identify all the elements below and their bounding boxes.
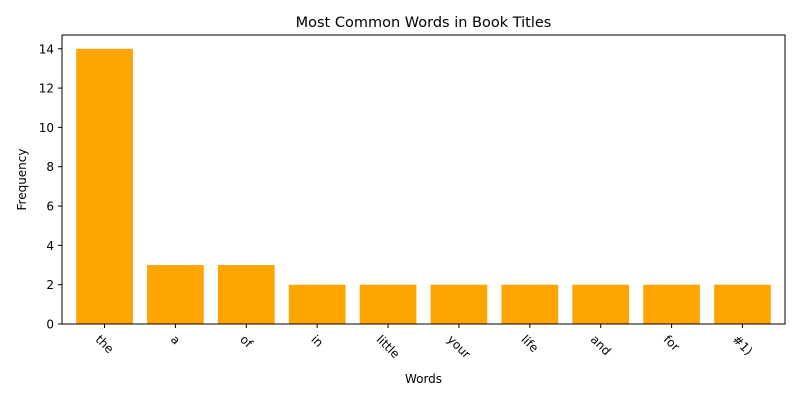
y-tick-label: 14 bbox=[39, 42, 54, 56]
chart-title: Most Common Words in Book Titles bbox=[296, 15, 552, 31]
y-tick-label: 12 bbox=[39, 82, 54, 96]
bars-group bbox=[76, 48, 771, 325]
x-axis-title: Words bbox=[405, 372, 442, 386]
bar-1 bbox=[147, 265, 204, 324]
y-tick-label: 2 bbox=[46, 278, 54, 292]
bar-0 bbox=[76, 48, 133, 325]
bar-5 bbox=[430, 284, 488, 324]
plot-frame bbox=[61, 34, 786, 325]
y-tick-label: 10 bbox=[39, 121, 54, 135]
bar-3 bbox=[288, 284, 346, 324]
y-tick-label: 8 bbox=[46, 160, 54, 174]
y-tick-label: 6 bbox=[46, 200, 54, 214]
bar-4 bbox=[359, 284, 417, 324]
bar-6 bbox=[501, 284, 559, 324]
y-tick-label: 0 bbox=[46, 318, 54, 332]
y-tick-label: 4 bbox=[46, 239, 54, 253]
y-axis-ticks: 0 2 4 6 8 10 12 14 bbox=[39, 42, 62, 332]
bar-9 bbox=[714, 284, 771, 324]
bar-2 bbox=[217, 265, 275, 324]
bar-7 bbox=[572, 284, 630, 324]
bar-8 bbox=[643, 284, 700, 324]
y-axis-title: Frequency bbox=[15, 149, 29, 211]
